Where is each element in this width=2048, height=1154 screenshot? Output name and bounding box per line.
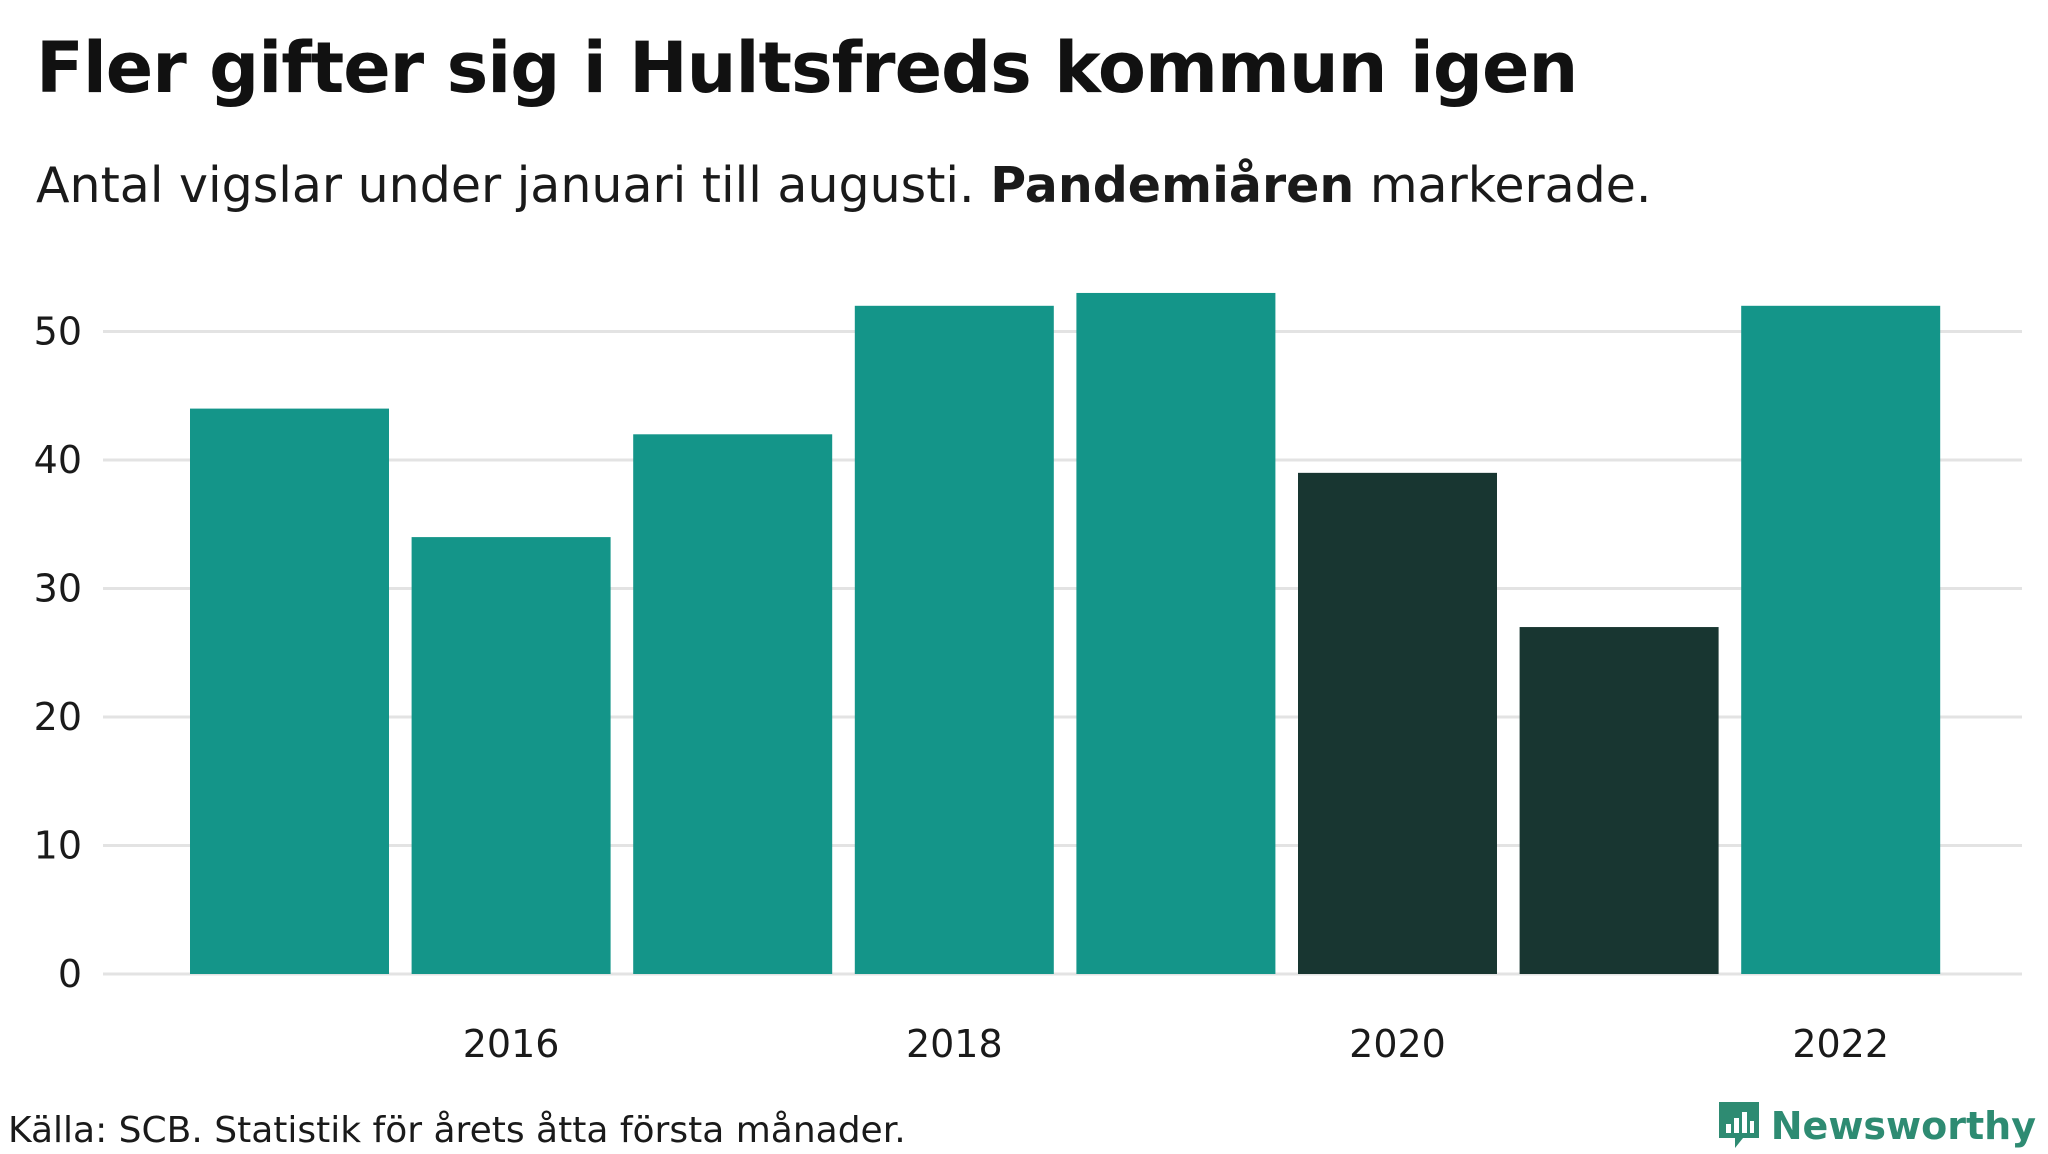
y-tick-label-30: 30	[34, 567, 82, 611]
newsworthy-logo-icon	[1715, 1098, 1763, 1154]
x-tick-label-2020: 2020	[1349, 1022, 1446, 1066]
y-tick-label-50: 50	[34, 310, 82, 354]
y-tick-label-0: 0	[58, 952, 82, 996]
bar-2020	[1298, 472, 1497, 974]
subtitle-text-end: markerade.	[1354, 157, 1652, 214]
bar-2017	[633, 434, 833, 974]
x-tick-label-2018: 2018	[906, 1022, 1003, 1066]
x-axis: 2016 2018 2020 2022	[463, 1022, 1889, 1066]
chart-title: Fler gifter sig i Hultsfreds kommun igen	[36, 27, 1578, 109]
subtitle-highlight-pandemic: Pandemiåren	[990, 157, 1355, 214]
brand-name: Newsworthy	[1770, 1104, 2036, 1148]
y-axis: 0 10 20 30 40 50	[34, 310, 82, 997]
bar-2018	[854, 305, 1054, 974]
bar-2015	[190, 408, 389, 975]
bar-2019	[1076, 292, 1276, 974]
bar-2016	[411, 537, 611, 974]
subtitle-text: Antal vigslar under januari till augusti…	[36, 157, 991, 214]
bars	[190, 292, 1941, 975]
gridlines	[103, 330, 2022, 976]
brand-logo: Newsworthy	[1715, 1098, 2036, 1154]
y-tick-label-10: 10	[34, 824, 82, 868]
source-note: Källa: SCB. Statistik för årets åtta för…	[8, 1110, 906, 1151]
x-tick-label-2022: 2022	[1792, 1022, 1889, 1066]
y-tick-label-40: 40	[34, 438, 82, 482]
bar-2021	[1519, 627, 1719, 974]
x-tick-label-2016: 2016	[463, 1022, 560, 1066]
chart-subtitle: Antal vigslar under januari till augusti…	[36, 154, 1652, 218]
bar-chart: 0 10 20 30 40 50 2016 2018 2020 2022	[34, 292, 2022, 1066]
y-tick-label-20: 20	[34, 695, 82, 739]
bar-2022	[1741, 305, 1941, 974]
